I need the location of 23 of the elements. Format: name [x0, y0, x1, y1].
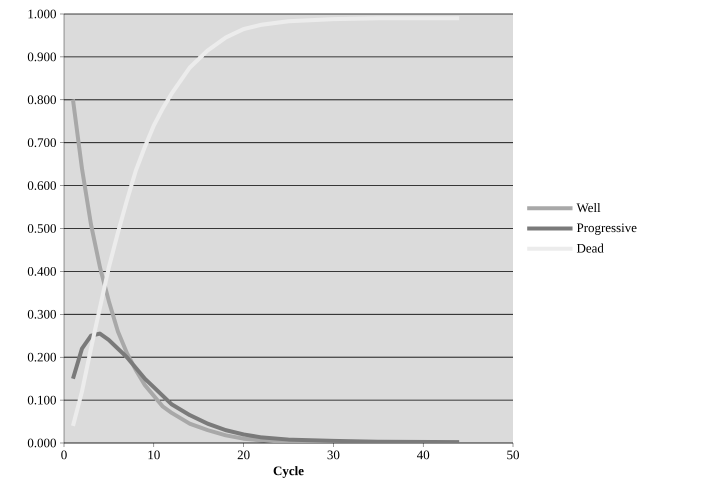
legend-label: Well [576, 203, 600, 212]
x-tick-label: 30 [328, 450, 340, 460]
y-tick-label: 0.500 [28, 224, 56, 233]
y-tick-label: 0.400 [28, 267, 56, 276]
y-tick-label: 0.700 [28, 138, 56, 148]
y-tick-label: 1.000 [28, 10, 56, 18]
x-tick-label: 20 [238, 450, 250, 460]
x-tick-label: 0 [61, 450, 67, 460]
y-tick-label: 0.900 [28, 52, 56, 62]
y-tick-label: 0.800 [28, 95, 56, 104]
x-axis-title: Cycle [274, 466, 304, 478]
y-tick-label: 0.100 [28, 396, 56, 404]
x-tick-label: 50 [507, 450, 519, 460]
x-tick-label: 40 [416, 450, 430, 460]
y-tick-label: 0.300 [28, 310, 56, 319]
line-series [70, 332, 462, 443]
y-tick-label: 0.600 [28, 181, 56, 190]
y-tick-label: 0.000 [28, 438, 56, 448]
line-series [70, 16, 462, 428]
legend-label: Dead [576, 244, 604, 253]
y-tick-label: 0.200 [28, 352, 56, 362]
x-tick-label: 10 [148, 450, 160, 460]
legend-label: Progressive [576, 223, 636, 235]
